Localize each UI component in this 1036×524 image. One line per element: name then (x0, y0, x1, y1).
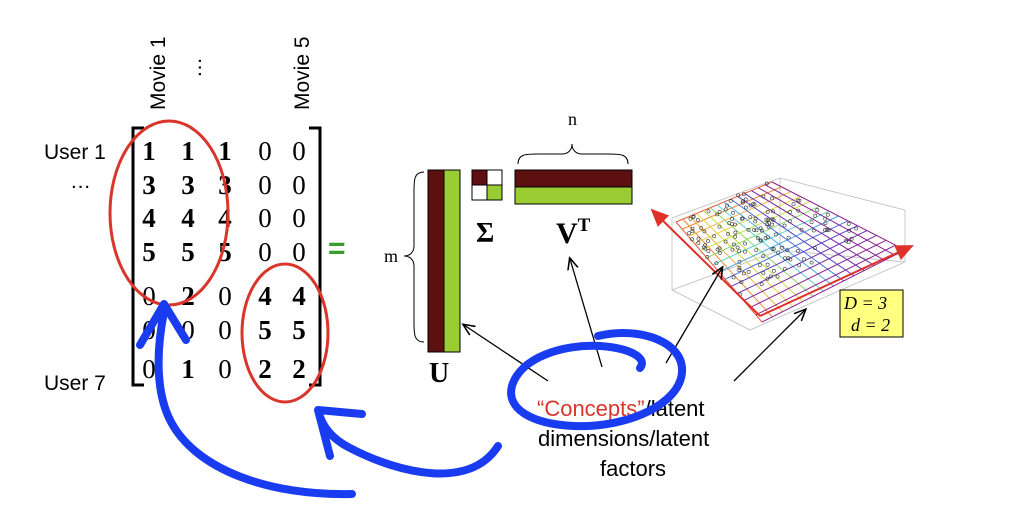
blue-arrow-to-block-2 (314, 406, 502, 478)
n-label: n (568, 109, 577, 129)
matrix-cell: 4 (181, 203, 195, 233)
sigma-cell-3 (471, 184, 488, 201)
matrix-cell: 1 (142, 136, 156, 166)
concept-circle-block-1 (108, 119, 230, 307)
matrix-cell: 0 (292, 136, 306, 166)
matrix-cell: 1 (218, 136, 232, 166)
matrix-cell: 0 (142, 354, 156, 384)
matrix-cell: 5 (292, 315, 306, 345)
plot-axis-arrow-1 (650, 208, 761, 317)
matrix-cell: 2 (292, 354, 306, 384)
dimension-legend-box (839, 289, 904, 338)
blue-arrow-to-block-1 (136, 300, 356, 499)
plot-axis-arrow-2 (759, 245, 914, 317)
matrix-cell: 5 (181, 237, 195, 267)
matrix-cell: 0 (258, 136, 272, 166)
arrow-to-plane (733, 310, 805, 382)
caption-line-3: factors (600, 456, 666, 481)
row-label-ellipsis: … (70, 170, 91, 193)
matrix-cell: 4 (218, 203, 232, 233)
matrix-cell: 3 (142, 170, 156, 200)
sigma-label: Σ (476, 218, 494, 249)
matrix-right-bracket (309, 126, 322, 387)
matrix-cell: 0 (292, 170, 306, 200)
caption-line-1: “Concepts”/latent (537, 396, 705, 421)
matrix-cell: 0 (258, 203, 272, 233)
matrix-cell: 0 (218, 281, 232, 311)
arrow-to-u (464, 325, 549, 382)
matrix-cell: 1 (181, 354, 195, 384)
blue-scribble-circle (507, 329, 686, 431)
matrix-cell: 4 (258, 281, 272, 311)
col-label-movie-1: Movie 1 (147, 36, 170, 110)
vt-dark-row (514, 169, 633, 188)
col-label-movie-5: Movie 5 (291, 36, 314, 110)
matrix-cell: 2 (181, 281, 195, 311)
matrix-cell: 5 (258, 315, 272, 345)
m-label: m (384, 246, 398, 266)
matrix-left-bracket (131, 126, 144, 387)
n-brace (517, 143, 629, 165)
matrix-cell: 1 (181, 136, 195, 166)
matrix-cell: 4 (142, 203, 156, 233)
caption-line-2: dimensions/latent (538, 426, 709, 451)
row-label-user-1: User 1 (44, 141, 106, 164)
col-label-ellipsis: … (183, 57, 206, 78)
matrix-cell: 0 (258, 170, 272, 200)
matrix-cell: 0 (292, 203, 306, 233)
rating-matrix: 1 1 1 0 03 3 3 0 04 4 4 0 05 5 5 0 00 2 0 4 40 0 0 5 50 1 0 2 2 (142, 136, 306, 384)
sigma-cell-1 (471, 169, 488, 186)
concept-circle-block-2 (240, 262, 330, 404)
sigma-cell-4 (486, 184, 503, 201)
matrix-cell: 2 (258, 354, 272, 384)
matrix-cell: 5 (142, 237, 156, 267)
matrix-cell: 0 (292, 237, 306, 267)
u-green-column (443, 169, 461, 353)
vt-green-row (514, 186, 633, 205)
vt-label: VT (556, 215, 591, 250)
latent-plane-plot: D = 3 d = 2 (650, 177, 914, 338)
matrix-cell: 0 (218, 315, 232, 345)
equals-sign: = (328, 232, 346, 265)
matrix-cell: 0 (258, 237, 272, 267)
legend-big-d: D = 3 (843, 293, 887, 313)
matrix-cell: 3 (181, 170, 195, 200)
matrix-cell: 0 (142, 281, 156, 311)
row-label-user-7: User 7 (44, 372, 106, 395)
matrix-cell: 0 (218, 354, 232, 384)
u-dark-column (427, 169, 445, 353)
m-brace (403, 171, 425, 343)
matrix-cell: 4 (292, 281, 306, 311)
sigma-cell-2 (486, 169, 503, 186)
legend-small-d: d = 2 (851, 315, 890, 335)
u-label: U (429, 358, 449, 389)
